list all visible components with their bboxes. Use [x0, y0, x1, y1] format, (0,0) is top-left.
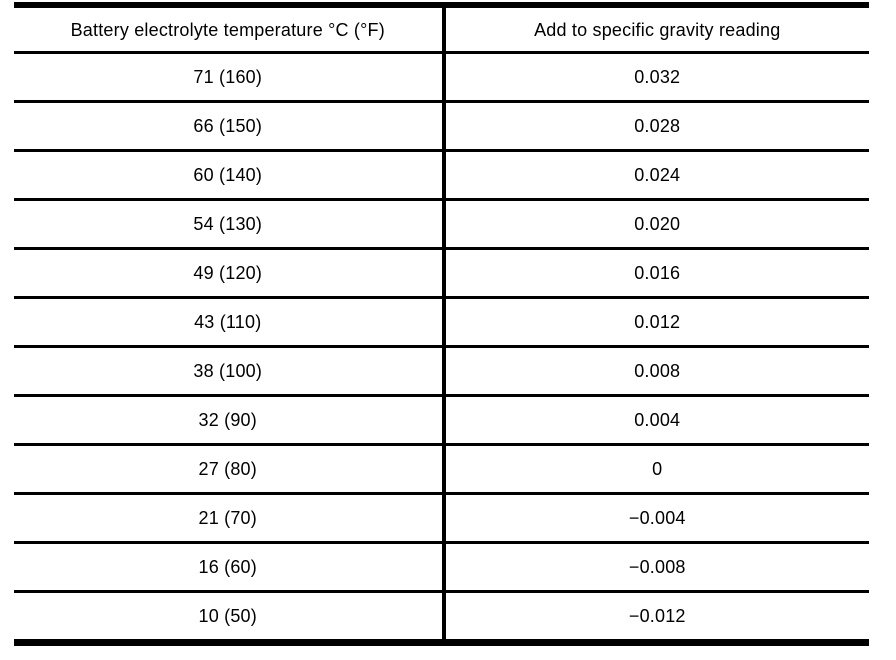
table-row: 38 (100) 0.008 [14, 346, 869, 397]
table-row: 66 (150) 0.028 [14, 101, 869, 152]
gravity-correction-cell: 0.012 [443, 297, 869, 348]
gravity-correction-cell: 0.016 [443, 248, 869, 299]
gravity-correction-cell: 0.004 [443, 395, 869, 446]
temperature-cell: 16 (60) [14, 542, 446, 593]
table-row: 16 (60) −0.008 [14, 542, 869, 593]
table-row: 43 (110) 0.012 [14, 297, 869, 348]
table-header-row: Battery electrolyte temperature °C (°F) … [14, 5, 869, 54]
gravity-correction-cell: 0.032 [443, 52, 869, 103]
table-row: 21 (70) −0.004 [14, 493, 869, 544]
temperature-cell: 43 (110) [14, 297, 446, 348]
table-row: 27 (80) 0 [14, 444, 869, 495]
temperature-cell: 38 (100) [14, 346, 446, 397]
gravity-correction-cell: 0.020 [443, 199, 869, 250]
temperature-cell: 49 (120) [14, 248, 446, 299]
temperature-cell: 32 (90) [14, 395, 446, 446]
table-row: 71 (160) 0.032 [14, 52, 869, 103]
temperature-cell: 71 (160) [14, 52, 446, 103]
gravity-correction-cell: 0 [443, 444, 869, 495]
column-header-temperature: Battery electrolyte temperature °C (°F) [14, 5, 446, 54]
temperature-cell: 27 (80) [14, 444, 446, 495]
gravity-correction-cell: −0.004 [443, 493, 869, 544]
table-row: 49 (120) 0.016 [14, 248, 869, 299]
table-row: 60 (140) 0.024 [14, 150, 869, 201]
table-row: 54 (130) 0.020 [14, 199, 869, 250]
gravity-correction-cell: 0.028 [443, 101, 869, 152]
column-header-gravity-correction: Add to specific gravity reading [443, 5, 869, 54]
table-row: 10 (50) −0.012 [14, 591, 869, 644]
temperature-cell: 54 (130) [14, 199, 446, 250]
table-row: 32 (90) 0.004 [14, 395, 869, 446]
battery-gravity-correction-table: Battery electrolyte temperature °C (°F) … [14, 2, 869, 646]
gravity-correction-cell: 0.008 [443, 346, 869, 397]
gravity-correction-cell: 0.024 [443, 150, 869, 201]
temperature-cell: 60 (140) [14, 150, 446, 201]
temperature-cell: 66 (150) [14, 101, 446, 152]
temperature-cell: 10 (50) [14, 591, 446, 644]
gravity-correction-cell: −0.012 [443, 591, 869, 644]
gravity-correction-cell: −0.008 [443, 542, 869, 593]
temperature-cell: 21 (70) [14, 493, 446, 544]
